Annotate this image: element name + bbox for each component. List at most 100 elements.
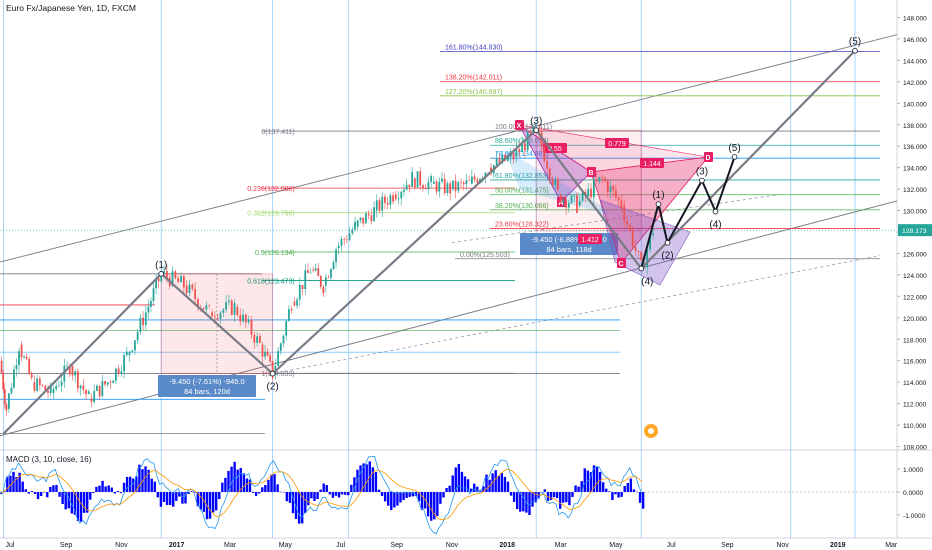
candle-body [649,235,651,250]
candle-body [348,233,351,241]
macd-histogram-bar [150,478,153,492]
candle-body [604,178,606,182]
price-tick-label: 142.000 [903,80,927,87]
macd-histogram-bar [129,476,132,492]
candle-body [419,171,422,186]
candle-body [7,393,10,409]
macd-tick-label: 1.0000 [903,467,924,474]
axis-layer: 148.000 146.000 144.000 142.000 140.000 138.0… [5,16,932,549]
macd-indicator-label[interactable]: MACD (3, 10, close, 16) [6,455,92,464]
harmonic-point-label: A [558,200,563,207]
candle-body [5,404,8,411]
macd-histogram-bar [6,476,9,492]
measure-label-box [158,375,256,397]
fib-extension-label: 0.00%(125.503) [460,252,510,259]
harmonic-point-marker [617,258,626,268]
macd-histogram-bar [611,492,614,501]
macd-histogram-bar [476,486,479,492]
candle-body [155,278,157,289]
wave-point-marker [699,177,705,184]
candle-body [71,366,74,376]
macd-histogram-bar [362,463,365,492]
macd-histogram-bar [264,485,267,492]
price-tick-label: 140.000 [903,101,927,108]
macd-histogram-bar [552,492,556,498]
price-tick-label: 114.000 [903,380,927,387]
candle-body [446,183,449,194]
candle-body [356,220,359,227]
macd-histogram-bar [559,492,562,509]
macd-histogram-bar [390,492,393,511]
time-tick-label: May [279,542,293,549]
price-tick-label: 146.000 [903,37,927,44]
candle-body [36,378,39,391]
price-tick-label: 134.000 [903,166,927,173]
macd-histogram-bar [92,492,95,494]
macd-histogram-bar [316,492,319,500]
candle-body [82,385,85,390]
candle-body [430,176,433,182]
macd-histogram-bar [503,476,507,492]
candle-body [25,356,28,359]
macd-histogram-bar [623,485,626,492]
macd-histogram-bar [482,486,485,492]
candle-body [543,146,546,162]
candle-body [216,317,219,319]
macd-histogram-bar [494,470,497,492]
macd-histogram-bar [301,492,304,524]
candle-body [411,172,414,187]
wave-point-marker [655,201,662,207]
harmonic-point-label: B [588,170,593,177]
candle-body [139,317,142,332]
candle-body [498,158,501,163]
candle-body [18,351,20,366]
candle-body [389,195,392,205]
candle-body [476,179,479,183]
macd-histogram-bar [190,491,193,492]
candle-body [66,365,68,367]
candle-body [10,387,13,394]
candle-body [160,272,163,282]
macd-histogram-bar [227,470,230,492]
candle-body [157,278,160,282]
candle-body [312,269,315,271]
macd-histogram-bar [168,492,172,505]
wave-point-marker [638,265,645,272]
price-tick-label: 112.000 [903,402,927,409]
measure-label-line2: 84 bars, 120d [184,387,230,396]
macd-histogram-bar [110,487,113,492]
macd-signal-line [0,468,643,521]
candle-body [147,306,150,313]
macd-histogram-bar [70,492,74,514]
macd-histogram-bar [215,492,218,511]
macd-histogram-bar [67,492,70,509]
macd-histogram-bar [159,492,163,507]
fib-retracement-label: 0(137.411) [261,129,294,136]
time-tick-label: Jul [5,542,14,549]
candle-body [595,179,598,182]
macd-histogram-bar [331,492,335,498]
macd-histogram-bar [337,492,341,498]
candle-body [628,224,631,231]
candle-body [643,267,646,269]
candle-body [576,195,578,213]
macd-histogram-bar [30,491,34,492]
candle-body [540,132,543,147]
candle-body [38,378,41,385]
macd-histogram-bar [396,492,399,506]
wave-label: (1) [155,260,167,271]
macd-histogram-bar [485,474,488,492]
candle-body [370,215,373,222]
candle-body [79,385,82,389]
lower-channel-line [0,200,898,437]
macd-histogram-bar [617,492,620,498]
price-tick-label: 108.000 [903,445,927,452]
macd-histogram-bar [248,479,252,492]
candle-body [98,385,101,397]
time-tick-label: Nov [446,542,459,549]
candle-body [228,300,230,303]
time-tick-label: Jul [336,542,345,549]
price-tick-label: 144.000 [903,58,927,65]
wave-label: (4) [709,220,721,231]
